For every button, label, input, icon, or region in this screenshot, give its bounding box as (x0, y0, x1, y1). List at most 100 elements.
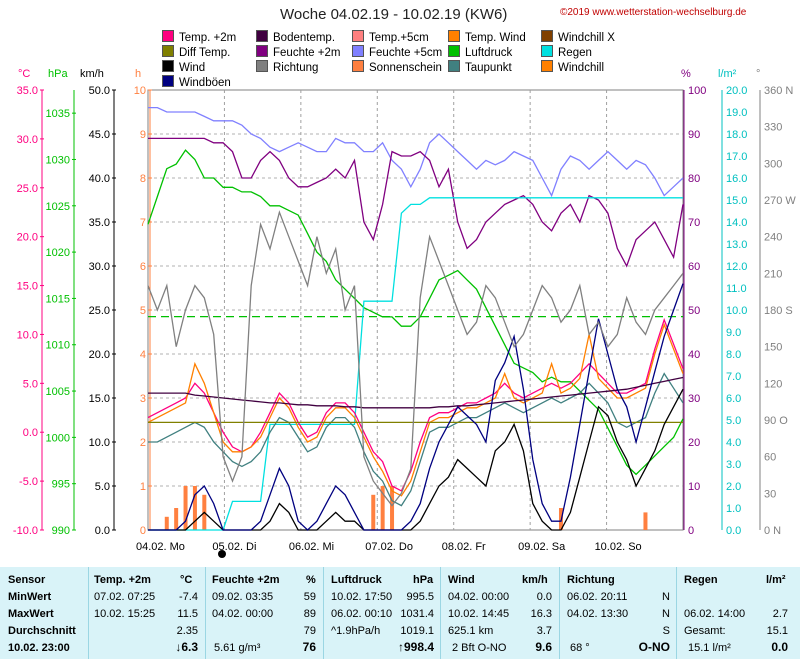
rain-tick-label: 13.0 (726, 239, 747, 251)
hum-absolute: 5.61 g/m³ (214, 642, 261, 654)
legend-item: Regen (541, 45, 592, 59)
dir-min-time: 06.02. 20:11 (567, 591, 628, 603)
hum-min-time: 09.02. 03:35 (212, 591, 274, 603)
legend-item: Diff Temp. (162, 45, 230, 59)
legend-label: Wind (179, 62, 206, 74)
rain-max-time: 06.02. 14:00 (684, 608, 746, 620)
legend-item: Windchill X (541, 30, 615, 44)
legend-item: Feuchte +2m (256, 45, 340, 59)
rain-tick-label: 6.0 (726, 393, 741, 405)
x-tick-label: 10.02. So (595, 541, 642, 553)
legend-label: Taupunkt (465, 62, 512, 74)
rain-tick-label: 8.0 (726, 349, 741, 361)
wind-tick-label: 35.0 (89, 217, 110, 229)
press-avg: 1019.1 (400, 625, 434, 637)
temp-max-value: 11.5 (177, 608, 198, 620)
rain-tick-label: 1.0 (726, 503, 741, 515)
dir-tick-label: 0 N (764, 525, 781, 537)
press-tick-label: 1010 (46, 340, 70, 352)
rain-tick-label: 11.0 (726, 283, 747, 295)
legend-label: Temp. +2m (179, 32, 237, 44)
dir-max-value: N (662, 608, 670, 620)
series-line (148, 376, 684, 409)
press-tick-label: 995 (52, 479, 70, 491)
legend-label: Windböen (179, 77, 231, 89)
rain-tick-label: 3.0 (726, 459, 741, 471)
label-current: 10.02. 23:00 (8, 642, 70, 654)
rain-current: 0.0 (771, 640, 788, 654)
press-current: ↑998.4 (397, 640, 434, 654)
press-tick-label: 1005 (46, 386, 70, 398)
stats-table: Sensor MinWert MaxWert Durchschnitt 10.0… (0, 567, 800, 659)
press-min-value: 995.5 (406, 591, 434, 603)
legend-swatch (162, 45, 174, 57)
hum-tick-label: 20 (688, 437, 700, 449)
legend-swatch (162, 60, 174, 72)
hum-max-time: 04.02. 00:00 (212, 608, 274, 620)
series-line (147, 322, 684, 497)
wind-tick-label: 40.0 (89, 173, 110, 185)
sun-tick-label: 10 (134, 85, 146, 97)
dir-tick-label: 300 (764, 158, 782, 170)
rain-current-label: 15.1 l/m² (688, 642, 731, 654)
press-tick-label: 1015 (46, 293, 70, 305)
hum-tick-label: 10 (688, 481, 700, 493)
legend-swatch (541, 45, 553, 57)
wind-current: 9.6 (535, 640, 552, 654)
wind-min-value: 0.0 (536, 591, 552, 603)
temp-tick-label: 20.0 (17, 232, 38, 244)
sunshine-bar (192, 486, 197, 530)
hum-avg: 79 (303, 625, 316, 637)
legend-item: Luftdruck (448, 45, 512, 59)
sunshine-bar (643, 512, 648, 530)
rain-tick-label: 17.0 (726, 151, 747, 163)
wind-distance: 625.1 km (448, 625, 494, 637)
x-tick-label: 04.02. Mo (136, 541, 185, 553)
legend-swatch (256, 45, 268, 57)
legend-swatch (162, 75, 174, 87)
rain-tick-label: 14.0 (726, 217, 747, 229)
rain-tick-label: 4.0 (726, 437, 741, 449)
wind-unit: km/h (80, 68, 104, 80)
wind-tick-label: 10.0 (89, 437, 110, 449)
temp-min-time: 07.02. 07:25 (94, 591, 156, 603)
wind-max-value: 16.3 (530, 608, 552, 620)
legend-label: Diff Temp. (179, 47, 231, 59)
series-line (147, 210, 684, 507)
sun-tick-label: 5 (140, 305, 146, 317)
copyright-link[interactable]: ©2019 www.wetterstation-wechselburg.de (560, 7, 747, 18)
legend-label: Luftdruck (465, 47, 513, 59)
rain-tick-label: 12.0 (726, 261, 747, 273)
legend-item: Taupunkt (448, 60, 512, 74)
dir-current: O-NO (638, 640, 670, 654)
sun-tick-label: 1 (140, 481, 146, 493)
legend-item: Windböen (162, 75, 231, 89)
legend-label: Windchill X (558, 32, 615, 44)
series-line (148, 283, 684, 531)
dir-tick-label: 120 (764, 378, 782, 390)
legend-item: Wind (162, 60, 205, 74)
label-avg: Durchschnitt (8, 625, 76, 637)
hdr-hum: Feuchte +2m (212, 574, 280, 586)
sunshine-bar (380, 486, 385, 530)
legend-item: Temp. Wind (448, 30, 526, 44)
temp-unit: °C (18, 68, 31, 80)
hdr-press-unit: hPa (413, 574, 434, 586)
temp-tick-label: 15.0 (17, 281, 38, 293)
sun-tick-label: 2 (140, 437, 146, 449)
sunshine-bar (174, 508, 179, 530)
wind-tick-label: 30.0 (89, 261, 110, 273)
legend-label: Sonnenschein (369, 62, 442, 74)
legend-swatch (541, 30, 553, 42)
dir-unit: ° (756, 68, 761, 80)
sun-tick-label: 4 (140, 349, 146, 361)
sunshine-bar (371, 494, 376, 530)
rain-tick-label: 15.0 (726, 195, 747, 207)
legend-swatch (541, 60, 553, 72)
temp-avg: 2.35 (176, 625, 198, 637)
press-tick-label: 1000 (46, 432, 70, 444)
wind-tick-label: 45.0 (89, 129, 110, 141)
rain-tick-label: 5.0 (726, 415, 741, 427)
temp-tick-label: 10.0 (17, 329, 38, 341)
dir-min-value: N (662, 591, 670, 603)
